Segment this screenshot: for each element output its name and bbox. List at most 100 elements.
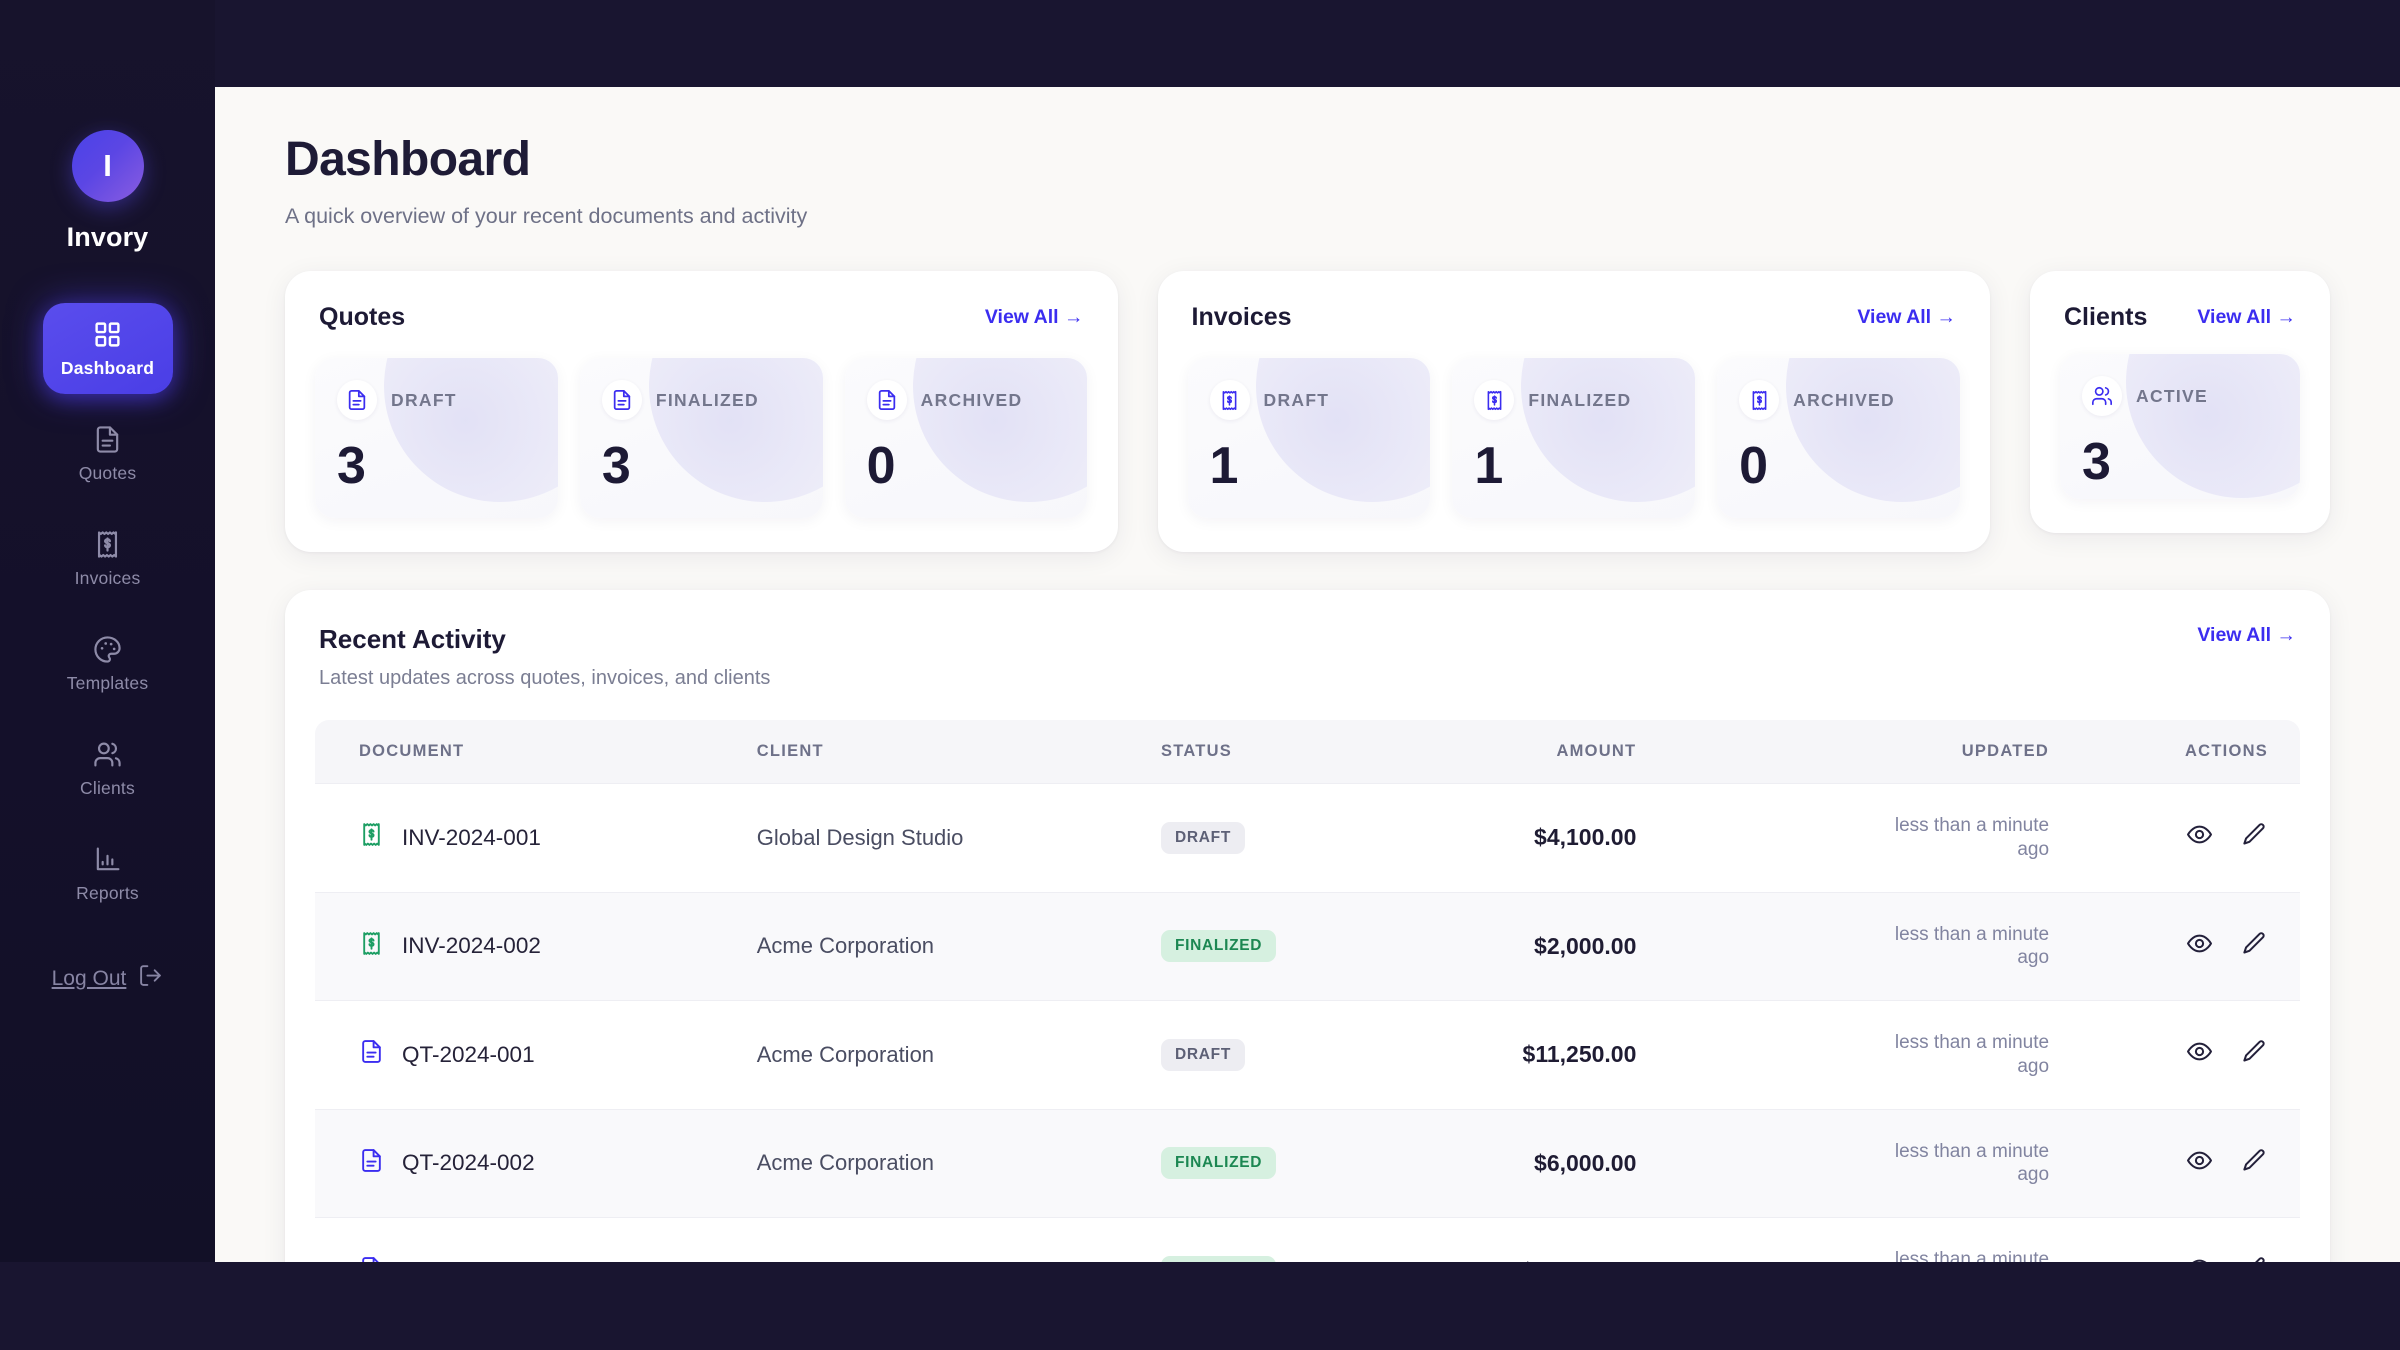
stat-card-quotes-finalized[interactable]: FINALIZED 3 bbox=[579, 358, 823, 518]
table-row[interactable]: QT-2024-001 Acme Corporation DRAFT $11,250.… bbox=[315, 1000, 2300, 1110]
panel-header: Quotes View All → bbox=[315, 303, 1088, 332]
edit-icon[interactable] bbox=[2241, 1147, 2268, 1174]
status-badge: FINALIZED bbox=[1160, 930, 1277, 963]
stat-grid: DRAFT 1 FINALIZED bbox=[1187, 358, 1961, 518]
view-icon[interactable] bbox=[2186, 1255, 2213, 1262]
stat-card-invoices-draft[interactable]: DRAFT 1 bbox=[1187, 358, 1431, 518]
document-icon bbox=[359, 1039, 384, 1070]
status-badge: DRAFT bbox=[1160, 821, 1245, 854]
activity-view-all-link[interactable]: View All → bbox=[2197, 624, 2296, 646]
table-header-row: DOCUMENT CLIENT STATUS AMOUNT UPDATED AC… bbox=[315, 720, 2300, 784]
document-code: QT-2024-002 bbox=[402, 1150, 535, 1176]
sidebar-item-clients[interactable]: Clients bbox=[43, 723, 173, 814]
column-header-status: STATUS bbox=[1160, 742, 1233, 760]
cell-actions bbox=[2075, 1001, 2300, 1110]
amount-value: $6,000.00 bbox=[1534, 1149, 1637, 1176]
cell-document: QT-2024-001 bbox=[315, 1001, 757, 1110]
document-code: QT-2024-001 bbox=[402, 1041, 535, 1067]
sidebar-item-quotes[interactable]: Quotes bbox=[43, 408, 173, 499]
stat-label: ARCHIVED bbox=[1793, 389, 1895, 410]
view-icon[interactable] bbox=[2186, 1147, 2213, 1174]
main-content: Dashboard A quick overview of your recen… bbox=[215, 87, 2400, 1262]
sidebar-item-invoices[interactable]: Invoices bbox=[43, 513, 173, 604]
stat-value: 1 bbox=[1209, 437, 1239, 495]
receipt-dollar-icon bbox=[93, 530, 122, 559]
stat-label: ACTIVE bbox=[2136, 385, 2208, 406]
cell-client: Acme Corporation bbox=[756, 1041, 935, 1067]
sidebar-item-dashboard[interactable]: Dashboard bbox=[42, 303, 173, 394]
sidebar-item-reports[interactable]: Reports bbox=[43, 828, 173, 919]
cell-updated: less than a minute ago bbox=[1662, 784, 2075, 893]
table-row[interactable]: INV-2024-001 Global Design Studio DRAFT $4,… bbox=[315, 783, 2300, 893]
edit-icon[interactable] bbox=[2241, 821, 2268, 848]
table-row[interactable]: QT-2024-003 TechStart Inc.FINALIZED $70,00… bbox=[315, 1217, 2300, 1262]
sidebar-item-label: Dashboard bbox=[60, 358, 155, 378]
cell-amount: $11,250.00 bbox=[1386, 1001, 1662, 1110]
stat-card-quotes-archived[interactable]: ARCHIVED 0 bbox=[844, 358, 1088, 518]
sidebar-item-label: Invoices bbox=[74, 568, 141, 588]
amount-value: $2,000.00 bbox=[1534, 932, 1637, 959]
view-icon[interactable] bbox=[2186, 821, 2213, 848]
summary-cards-row: Quotes View All → DRAFT bbox=[215, 229, 2400, 552]
column-header-client: CLIENT bbox=[756, 742, 824, 760]
edit-icon[interactable] bbox=[2241, 1038, 2268, 1065]
stat-value: 0 bbox=[866, 437, 896, 495]
stat-top: DRAFT bbox=[1209, 380, 1409, 420]
logout-button[interactable]: Log Out bbox=[52, 963, 164, 994]
logo-initial: I bbox=[103, 148, 112, 183]
amount-value: $4,100.00 bbox=[1534, 824, 1637, 851]
document-icon bbox=[93, 425, 122, 454]
stat-card-clients-active[interactable]: ACTIVE 3 bbox=[2060, 354, 2300, 499]
table-row[interactable]: QT-2024-002 Acme Corporation FINALIZED $6,0… bbox=[315, 1109, 2300, 1218]
updated-text: less than a minute ago bbox=[1894, 815, 2050, 860]
cell-client: TechStart Inc. bbox=[757, 1218, 1161, 1262]
invoices-summary-panel: Invoices View All → DRAFT bbox=[1157, 271, 1990, 552]
cell-status: DRAFT bbox=[1160, 784, 1386, 893]
stat-value: 3 bbox=[601, 437, 631, 495]
stat-top: FINALIZED bbox=[1474, 380, 1673, 420]
cell-document: INV-2024-002 bbox=[315, 892, 757, 1001]
logout-icon bbox=[138, 963, 163, 994]
quotes-view-all-link[interactable]: View All → bbox=[984, 306, 1084, 328]
stat-label: DRAFT bbox=[1263, 389, 1330, 410]
page-title: Dashboard bbox=[285, 133, 531, 186]
sidebar-item-label: Clients bbox=[80, 778, 135, 798]
column-header-amount: AMOUNT bbox=[1556, 742, 1637, 760]
activity-title: Recent Activity bbox=[319, 624, 506, 654]
view-icon[interactable] bbox=[2186, 1038, 2213, 1065]
status-badge: DRAFT bbox=[1160, 1038, 1245, 1071]
updated-text: less than a minute ago bbox=[1894, 1140, 2050, 1186]
stat-card-invoices-finalized[interactable]: FINALIZED 1 bbox=[1452, 358, 1696, 518]
recent-activity-table: DOCUMENT CLIENT STATUS AMOUNT UPDATED AC… bbox=[315, 720, 2300, 1262]
users-icon bbox=[93, 740, 122, 769]
stat-value: 0 bbox=[1739, 437, 1769, 495]
stat-value: 3 bbox=[337, 437, 366, 495]
activity-heading-group: Recent Activity Latest updates across qu… bbox=[319, 624, 770, 690]
cell-updated: less than a minute ago bbox=[1662, 1109, 2075, 1218]
grid-icon bbox=[93, 320, 122, 349]
column-header-updated: UPDATED bbox=[1961, 742, 2050, 760]
stat-top: FINALIZED bbox=[601, 380, 801, 420]
sidebar-item-templates[interactable]: Templates bbox=[43, 618, 173, 709]
invoices-view-all-link[interactable]: View All → bbox=[1857, 306, 1956, 328]
table-row[interactable]: INV-2024-002 Acme Corporation FINALIZED $2,… bbox=[315, 892, 2300, 1001]
clients-view-all-link[interactable]: View All → bbox=[2197, 306, 2296, 328]
stat-top: ACTIVE bbox=[2082, 376, 2278, 416]
view-icon[interactable] bbox=[2186, 930, 2213, 957]
stat-card-quotes-draft[interactable]: DRAFT 3 bbox=[315, 358, 558, 518]
panel-title: Clients bbox=[2064, 303, 2148, 331]
stat-value: 1 bbox=[1474, 437, 1504, 495]
recent-activity-panel: Recent Activity Latest updates across qu… bbox=[285, 590, 2330, 1262]
cell-client: Acme Corporation bbox=[756, 933, 935, 959]
stat-card-invoices-archived[interactable]: ARCHIVED 0 bbox=[1717, 358, 1960, 518]
cell-actions bbox=[2075, 892, 2300, 1001]
edit-icon[interactable] bbox=[2241, 1255, 2268, 1262]
cell-amount: $6,000.00 bbox=[1386, 1109, 1662, 1218]
stat-top: DRAFT bbox=[337, 380, 536, 420]
logout-label: Log Out bbox=[51, 966, 127, 990]
edit-icon[interactable] bbox=[2241, 930, 2268, 957]
cell-updated: less than a minute ago bbox=[1662, 1001, 2075, 1110]
brand-name: Invory bbox=[66, 222, 149, 252]
updated-text: less than a minute ago bbox=[1894, 1249, 2050, 1262]
updated-text: less than a minute ago bbox=[1894, 1032, 2050, 1077]
